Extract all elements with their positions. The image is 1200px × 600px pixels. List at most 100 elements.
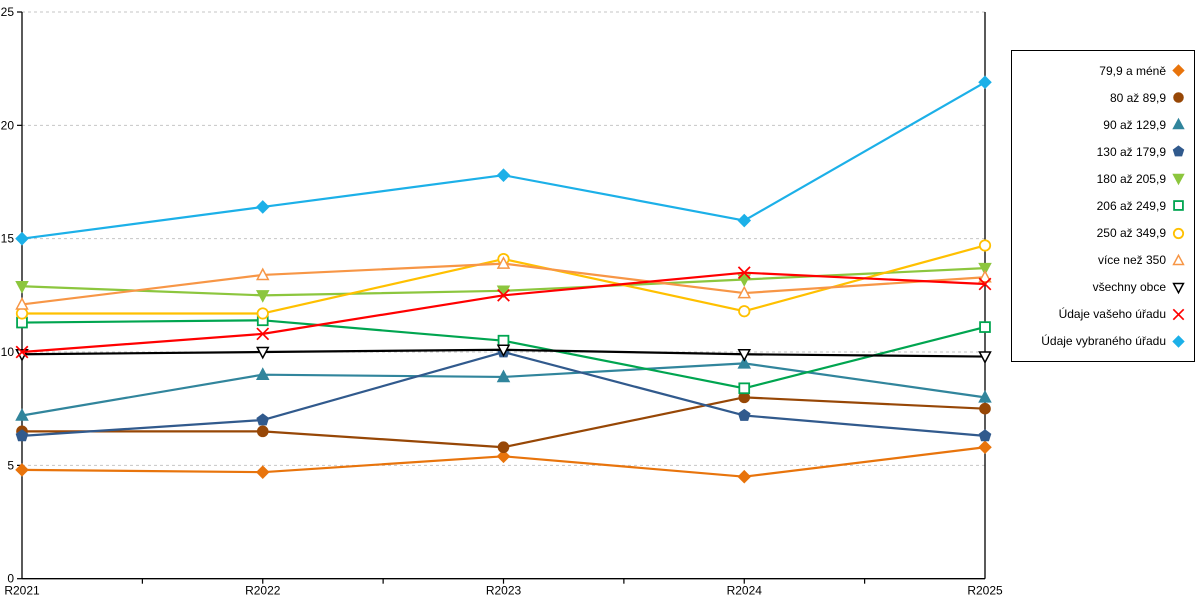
marker-diamond: [978, 75, 992, 90]
series-6: [15, 239, 992, 320]
legend-item-4: 180 až 205,9: [1016, 171, 1186, 186]
series-9: [15, 266, 992, 359]
marker-pentagon: [256, 413, 270, 426]
series-0: [15, 440, 992, 484]
marker-triangle-down: [255, 290, 270, 303]
legend-label: Údaje vybraného úřadu: [1041, 334, 1166, 349]
marker-diamond: [15, 231, 29, 246]
pentagon-legend-icon: [1172, 145, 1185, 157]
legend-item-3: 130 až 179,9: [1016, 144, 1186, 159]
marker-circle: [15, 307, 29, 320]
marker-diamond: [737, 469, 752, 484]
legend-item-2: 90 až 129,9: [1016, 117, 1186, 132]
y-tick-label-10: 10: [1, 345, 15, 359]
legend-item-6: 250 až 349,9: [1016, 226, 1186, 241]
marker-pentagon: [978, 429, 992, 442]
y-tick-label-0: 0: [7, 572, 14, 586]
marker-triangle-up: [255, 367, 270, 380]
marker-triangle-up: [15, 408, 29, 421]
legend-label: všechny obce: [1092, 280, 1166, 295]
square-legend-icon: [1173, 200, 1184, 212]
legend-label: 130 až 179,9: [1096, 144, 1166, 159]
triangle-up-legend-icon: [1172, 253, 1185, 265]
marker-pentagon: [737, 408, 751, 421]
series-2: [15, 355, 992, 421]
series-5: [16, 314, 991, 395]
triangle-down-legend-icon: [1172, 282, 1185, 294]
circle-legend-icon: [1172, 227, 1185, 239]
y-tick-label-5: 5: [7, 458, 14, 472]
marker-circle: [978, 239, 992, 252]
marker-square: [1173, 200, 1184, 212]
marker-pentagon: [1172, 145, 1185, 157]
legend-item-7: více než 350: [1016, 253, 1186, 268]
marker-circle: [1173, 92, 1184, 103]
legend-label: 79,9 a méně: [1099, 63, 1166, 78]
legend-label: 90 až 129,9: [1103, 117, 1166, 132]
marker-circle: [979, 402, 991, 415]
marker-diamond: [496, 449, 511, 464]
marker-triangle-down: [737, 274, 752, 287]
marker-diamond: [737, 213, 752, 228]
marker-diamond: [255, 200, 270, 214]
marker-square: [979, 321, 991, 333]
marker-diamond: [1172, 64, 1185, 77]
marker-triangle-up: [496, 369, 511, 383]
legend-label: 206 až 249,9: [1096, 198, 1166, 213]
marker-x: [497, 288, 510, 302]
series-line-1: [20, 396, 987, 449]
x-category-label-R2024: R2024: [727, 584, 763, 598]
marker-triangle-up: [15, 297, 29, 310]
x-category-label-R2022: R2022: [245, 584, 281, 598]
legend-item-8: všechny obce: [1016, 280, 1186, 295]
marker-circle: [738, 305, 751, 318]
marker-triangle-down: [15, 281, 29, 294]
marker-x: [256, 327, 270, 341]
marker-diamond: [496, 168, 511, 182]
legend-label: 80 až 89,9: [1109, 90, 1166, 105]
legend-item-10: Údaje vybraného úřadu: [1016, 334, 1186, 349]
y-tick-label-25: 25: [1, 5, 15, 19]
marker-pentagon: [15, 429, 29, 442]
marker-x: [737, 266, 751, 280]
marker-triangle-down: [496, 344, 511, 358]
marker-circle: [497, 441, 510, 454]
circle-legend-icon: [1173, 92, 1184, 103]
marker-diamond: [978, 440, 992, 455]
marker-triangle-down: [978, 262, 992, 276]
legend-item-0: 79,9 a méně: [1016, 63, 1186, 78]
legend-item-9: Údaje vašeho úřadu: [1016, 307, 1186, 322]
x-category-label-R2023: R2023: [486, 584, 522, 598]
marker-triangle-down: [1172, 174, 1185, 186]
series-7: [15, 256, 992, 310]
legend-item-1: 80 až 89,9: [1016, 90, 1186, 105]
marker-diamond: [15, 463, 29, 477]
legend-label: 250 až 349,9: [1096, 226, 1166, 240]
marker-triangle-up: [978, 389, 992, 403]
legend: 79,9 a méně 80 až 89,9 90 až 129,9 130 až 1…: [1011, 50, 1195, 362]
marker-triangle-down: [737, 349, 752, 362]
y-tick-label-15: 15: [1, 232, 15, 246]
y-tick-label-20: 20: [1, 118, 15, 132]
marker-triangle-up: [1172, 117, 1185, 130]
series-3: [15, 345, 992, 442]
legend-label: Údaje vašeho úřadu: [1058, 307, 1166, 322]
series-1: [16, 391, 991, 454]
marker-circle: [1172, 227, 1185, 239]
x-category-label-R2021: R2021: [4, 584, 40, 598]
marker-triangle-up: [1172, 253, 1185, 265]
marker-triangle-up: [978, 269, 992, 283]
series-8: [15, 344, 992, 364]
marker-triangle-up: [737, 355, 752, 369]
x-legend-icon: [1172, 308, 1185, 321]
marker-circle: [256, 307, 269, 320]
marker-diamond: [255, 465, 270, 479]
marker-triangle-up: [496, 256, 511, 269]
marker-triangle-down: [978, 351, 992, 364]
series-10: [15, 75, 992, 246]
series-line-10: [20, 81, 987, 240]
marker-square: [497, 334, 510, 347]
marker-x: [978, 277, 992, 291]
